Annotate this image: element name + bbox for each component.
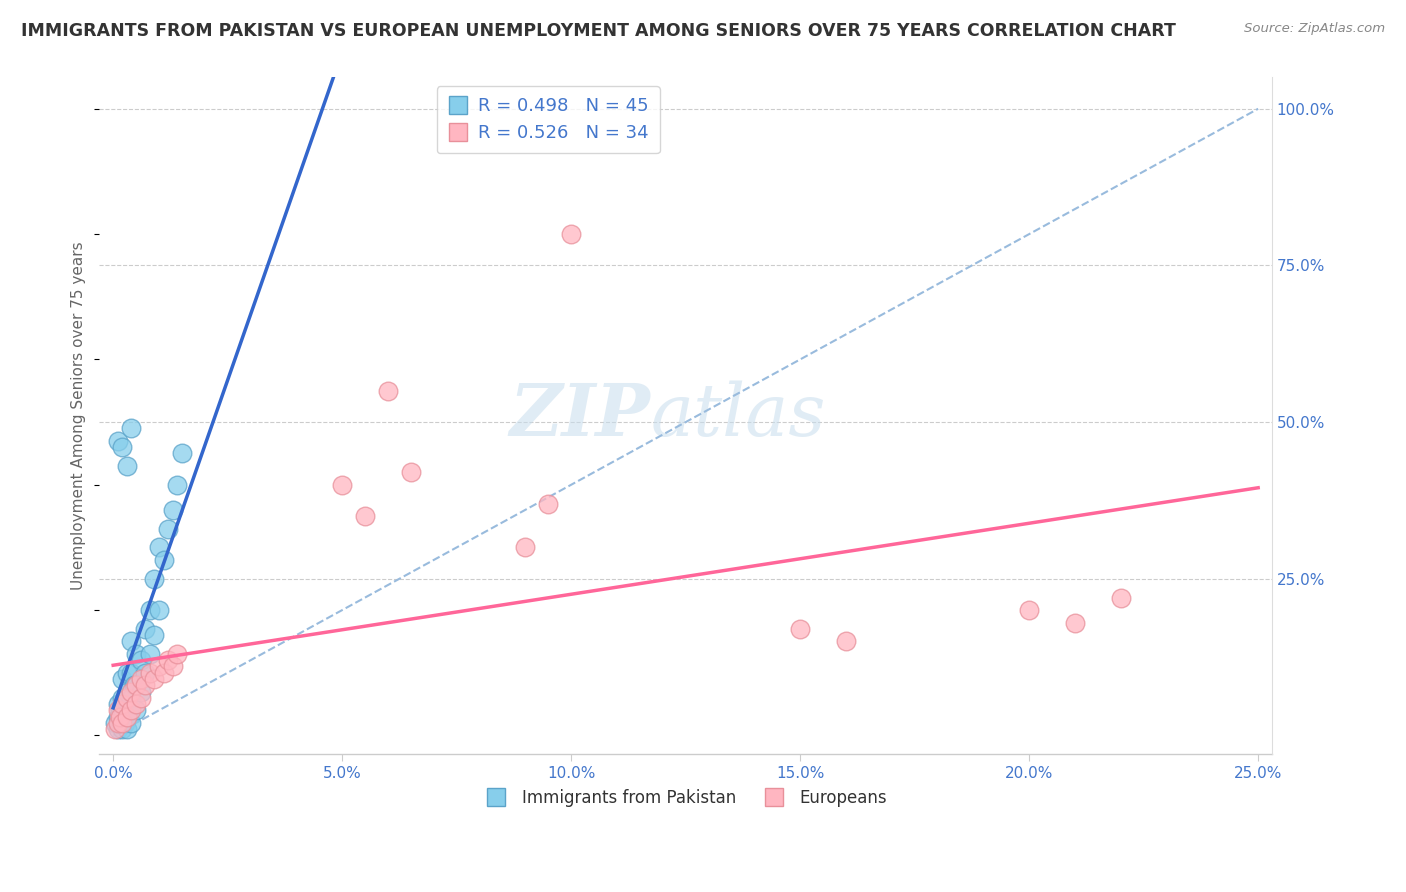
Point xyxy=(125,647,148,661)
Point xyxy=(148,603,170,617)
Point xyxy=(111,709,134,723)
Point xyxy=(330,477,353,491)
Point xyxy=(1109,591,1132,605)
Point xyxy=(122,678,145,692)
Text: Source: ZipAtlas.com: Source: ZipAtlas.com xyxy=(1244,22,1385,36)
Point xyxy=(134,678,156,692)
Point xyxy=(121,684,143,698)
Point xyxy=(111,722,134,736)
Point xyxy=(111,697,134,711)
Point xyxy=(157,653,180,667)
Legend: Immigrants from Pakistan, Europeans: Immigrants from Pakistan, Europeans xyxy=(477,782,894,814)
Point xyxy=(104,715,127,730)
Point xyxy=(108,703,131,717)
Point xyxy=(107,709,129,723)
Text: ZIP: ZIP xyxy=(509,380,651,451)
Point xyxy=(515,541,537,555)
Point xyxy=(377,384,399,398)
Point xyxy=(115,665,138,680)
Point xyxy=(354,509,377,524)
Point xyxy=(1018,603,1040,617)
Point xyxy=(399,465,422,479)
Y-axis label: Unemployment Among Seniors over 75 years: Unemployment Among Seniors over 75 years xyxy=(72,242,86,591)
Text: atlas: atlas xyxy=(651,381,825,451)
Point xyxy=(125,697,148,711)
Point xyxy=(125,678,148,692)
Point xyxy=(115,690,138,705)
Point xyxy=(108,715,131,730)
Point xyxy=(115,697,138,711)
Point xyxy=(107,715,129,730)
Point xyxy=(107,697,129,711)
Point xyxy=(121,634,143,648)
Point xyxy=(121,715,143,730)
Point xyxy=(152,553,174,567)
Point xyxy=(115,709,138,723)
Point xyxy=(107,434,129,448)
Point xyxy=(114,715,136,730)
Point xyxy=(157,522,180,536)
Point xyxy=(560,227,582,241)
Point xyxy=(115,722,138,736)
Point xyxy=(148,659,170,673)
Point xyxy=(104,722,127,736)
Point xyxy=(789,622,811,636)
Point xyxy=(139,665,162,680)
Point xyxy=(129,684,152,698)
Point xyxy=(129,672,152,686)
Point xyxy=(170,446,193,460)
Point xyxy=(835,634,858,648)
Point xyxy=(537,497,560,511)
Point xyxy=(143,628,166,642)
Point xyxy=(108,709,131,723)
Point xyxy=(129,690,152,705)
Point xyxy=(121,665,143,680)
Point xyxy=(143,672,166,686)
Point xyxy=(152,665,174,680)
Point xyxy=(162,503,184,517)
Point xyxy=(121,703,143,717)
Point xyxy=(114,697,136,711)
Point xyxy=(121,690,143,705)
Point xyxy=(134,665,156,680)
Point xyxy=(107,703,129,717)
Point xyxy=(134,622,156,636)
Text: IMMIGRANTS FROM PAKISTAN VS EUROPEAN UNEMPLOYMENT AMONG SENIORS OVER 75 YEARS CO: IMMIGRANTS FROM PAKISTAN VS EUROPEAN UNE… xyxy=(21,22,1175,40)
Point xyxy=(111,440,134,454)
Point xyxy=(107,722,129,736)
Point xyxy=(148,541,170,555)
Point xyxy=(118,703,141,717)
Point xyxy=(162,659,184,673)
Point xyxy=(1064,615,1087,630)
Point xyxy=(125,678,148,692)
Point xyxy=(166,477,188,491)
Point xyxy=(143,572,166,586)
Point xyxy=(111,672,134,686)
Point xyxy=(139,647,162,661)
Point xyxy=(111,715,134,730)
Point xyxy=(125,703,148,717)
Point xyxy=(121,421,143,435)
Point xyxy=(139,603,162,617)
Point xyxy=(115,684,138,698)
Point xyxy=(111,690,134,705)
Point xyxy=(115,458,138,473)
Point xyxy=(166,647,188,661)
Point xyxy=(115,709,138,723)
Point xyxy=(129,653,152,667)
